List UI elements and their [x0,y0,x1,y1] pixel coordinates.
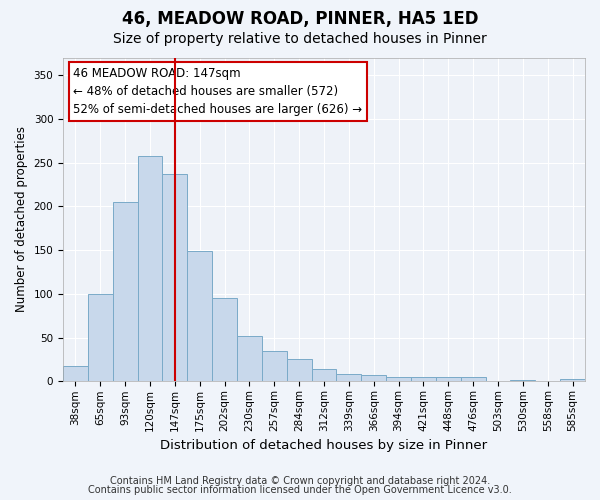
Bar [262,351,287,382]
Bar [485,380,511,382]
Bar [361,376,386,382]
Bar [461,377,485,382]
Bar [436,377,461,382]
Text: Size of property relative to detached houses in Pinner: Size of property relative to detached ho… [113,32,487,46]
Bar [163,174,187,382]
Bar [113,202,137,382]
Text: Contains HM Land Registry data © Crown copyright and database right 2024.: Contains HM Land Registry data © Crown c… [110,476,490,486]
Text: 46 MEADOW ROAD: 147sqm
← 48% of detached houses are smaller (572)
52% of semi-de: 46 MEADOW ROAD: 147sqm ← 48% of detached… [73,67,362,116]
Bar [511,380,535,382]
Bar [411,377,436,382]
Bar [287,358,311,382]
Bar [137,156,163,382]
Bar [560,379,585,382]
Bar [63,366,88,382]
X-axis label: Distribution of detached houses by size in Pinner: Distribution of detached houses by size … [160,440,488,452]
Bar [212,298,237,382]
Y-axis label: Number of detached properties: Number of detached properties [15,126,28,312]
Bar [311,369,337,382]
Bar [187,251,212,382]
Bar [237,336,262,382]
Bar [337,374,361,382]
Text: 46, MEADOW ROAD, PINNER, HA5 1ED: 46, MEADOW ROAD, PINNER, HA5 1ED [122,10,478,28]
Bar [386,377,411,382]
Bar [88,294,113,382]
Text: Contains public sector information licensed under the Open Government Licence v3: Contains public sector information licen… [88,485,512,495]
Bar [535,380,560,382]
